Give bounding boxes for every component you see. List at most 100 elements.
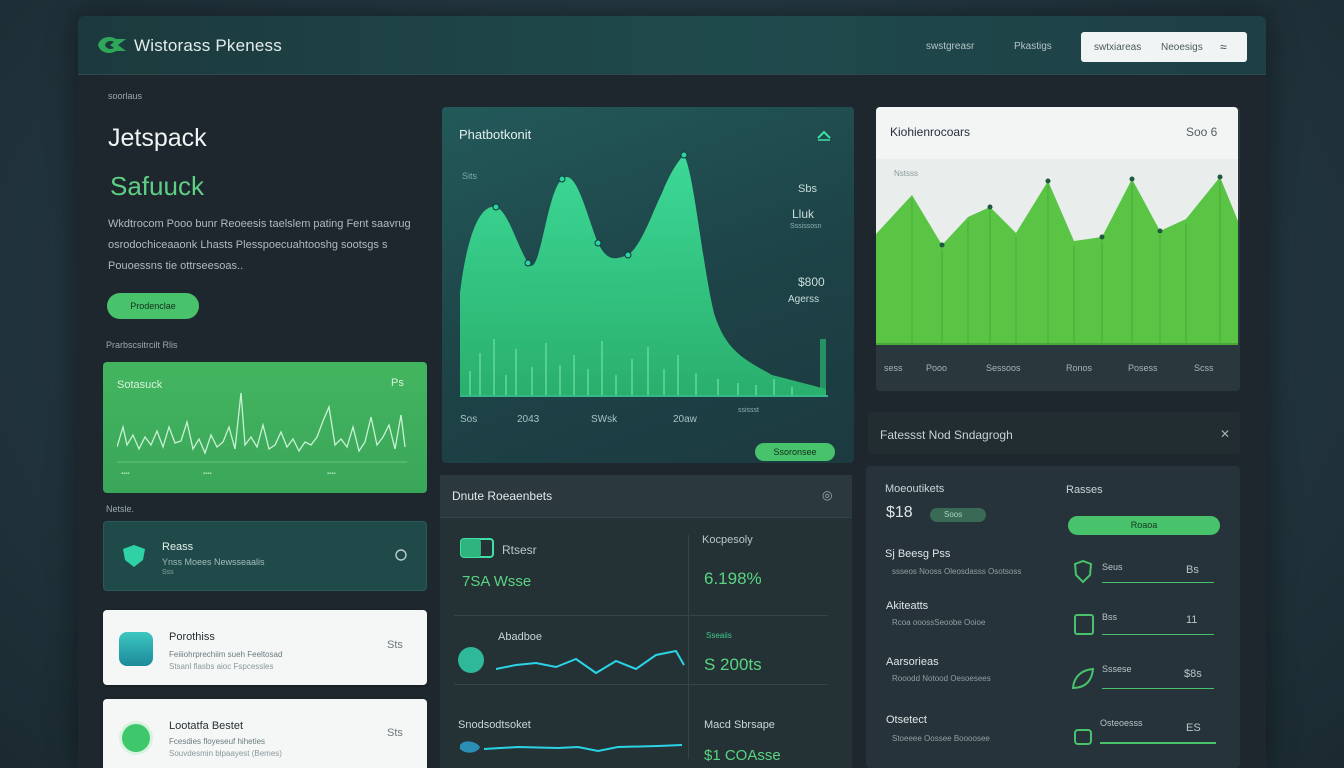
list-card-desc: Fcesdies floyeseuf hiheties <box>169 737 266 746</box>
row3-label: Snodsodtsoket <box>458 719 531 731</box>
bottom-right-col2-button[interactable]: Roaoa <box>1068 516 1220 535</box>
right-chart-x-label-3: Sessoos <box>986 363 1021 373</box>
main-chart-stat-3: Sssissosn <box>790 223 822 230</box>
main-area-chart <box>460 151 828 397</box>
sparkline-card[interactable]: Sotasuck Ps ▪▪▪▪ ▪▪▪▪ ▪▪▪▪ <box>103 362 427 493</box>
row1-value: 7SA Wsse <box>462 573 532 590</box>
main-chart-title: Phatbotkonit <box>459 127 532 142</box>
main-chart-card: Phatbotkonit Sits Sbs Lluk Sssissosn $80… <box>442 107 854 463</box>
bottom-right-row2-value: 11 <box>1186 614 1198 626</box>
bottom-right-row4-title: Otsetect <box>886 714 927 726</box>
bottom-right-row3-title: Aarsorieas <box>886 656 939 668</box>
row2-right-value: S 200ts <box>704 655 762 674</box>
hero-paragraph: Wkdtrocom Pooo bunr Reoeesis taelslem pa… <box>108 218 411 272</box>
bottom-mid-panel: Dnute Roeaenbets ◎ Rtsesr 7SA Wsse Kocpe… <box>440 475 852 768</box>
bottom-right-col1-pill-label: Soos <box>944 510 963 519</box>
bottom-right-row1-progress <box>1102 582 1214 583</box>
close-icon[interactable]: ✕ <box>1220 427 1231 441</box>
header-search-box[interactable]: swtxiareas Neoesigs ≈ <box>1081 32 1247 62</box>
right-mid-title: Fatessst Nod Sndagrogh <box>880 428 1013 442</box>
analytics-icon <box>458 647 484 673</box>
row2-label: Abadboe <box>498 631 543 643</box>
brand-logo-icon[interactable] <box>96 34 128 56</box>
leaf-icon <box>1071 667 1095 690</box>
row3-right-label: Macd Sbrsape <box>704 719 775 731</box>
list-card-desc2: Stsanl flasbs aioc Fspcessles <box>169 662 274 671</box>
row1-right-value: 6.198% <box>704 569 762 588</box>
hero-subtitle: Safuuck <box>110 171 204 201</box>
row2-sparkline <box>496 649 685 675</box>
row1-right-label: Kocpesoly <box>702 534 753 546</box>
main-chart-stat-6: ssissst <box>738 407 759 414</box>
lock-icon <box>1074 729 1092 745</box>
right-chart-title: Kiohienrocoars <box>890 125 971 139</box>
bottom-right-row3-value: $8s <box>1184 668 1202 680</box>
bottom-right-panel: Moeoutikets $18 Soos Rasses Roaoa Sj Bee… <box>866 466 1240 768</box>
column-divider <box>688 535 689 759</box>
chevron-up-icon[interactable] <box>816 129 832 141</box>
list-card-lootatfa[interactable]: Lootatfa Bestet Fcesdies floyeseuf hihet… <box>103 699 427 768</box>
teal-section-label: Netsle. <box>106 504 135 514</box>
bottom-right-row4-icon-label: Osteoesss <box>1100 718 1143 728</box>
bottom-right-row2-desc: Rcoa ooossSeoobe Ooioe <box>892 618 986 627</box>
right-chart-y-label: Nstsss <box>894 169 918 178</box>
right-chart-x-label-2: Pooo <box>926 363 948 373</box>
search-left-label: swtxiareas <box>1094 42 1142 53</box>
main-chart-stat-5: Agerss <box>788 294 820 305</box>
list-card-value: Sts <box>387 727 403 739</box>
bottom-right-row3-progress <box>1102 688 1214 689</box>
bottom-right-row2-title: Akiteatts <box>886 600 929 612</box>
right-chart-x-label-6: Scss <box>1194 363 1214 373</box>
bottom-right-col1-value: $18 <box>886 504 913 521</box>
right-chart-card: Kiohienrocoars Soo 6 Nstsss sess Pooo <box>876 107 1240 391</box>
list-card-title: Lootatfa Bestet <box>169 720 243 732</box>
refresh-icon[interactable] <box>394 548 408 562</box>
svg-text:▪▪▪▪: ▪▪▪▪ <box>203 471 212 477</box>
bottom-right-col1-pill: Soos <box>930 508 986 522</box>
nav-link-primary[interactable]: swstgreasr <box>926 41 975 52</box>
main-chart-stat-1: Sbs <box>798 183 817 195</box>
nav-link-secondary[interactable]: Pkastigs <box>1014 41 1052 52</box>
row2-right-label: Sseaiis <box>706 631 732 640</box>
right-chart-x-label-1: sess <box>884 363 903 373</box>
bottom-right-row4-value: ES <box>1186 722 1201 734</box>
search-options-icon[interactable]: ≈ <box>1220 40 1227 54</box>
sparkline-card-title: Sotasuck <box>117 379 163 391</box>
main-chart-x-label-1: Sos <box>460 414 478 425</box>
main-chart-stat-4: $800 <box>798 275 825 289</box>
hero-eyebrow: soorlaus <box>108 91 143 101</box>
bottom-right-row1-title: Sj Beesg Pss <box>885 548 951 560</box>
list-card-desc: Feiiiohrprechiim sueh Feeltosad <box>169 650 283 659</box>
bottom-right-col2-label: Rasses <box>1066 484 1103 496</box>
main-chart-x-label-3: SWsk <box>591 414 618 425</box>
sparkline-chart: ▪▪▪▪ ▪▪▪▪ ▪▪▪▪ <box>117 392 407 477</box>
brand-name[interactable]: Wistorass Pkeness <box>134 36 282 55</box>
main-chart-action-button[interactable]: Ssoronsee <box>755 443 835 461</box>
settings-icon[interactable]: ◎ <box>822 488 833 502</box>
top-navigation-bar: Wistorass Pkeness swstgreasr Pkastigs sw… <box>78 16 1266 75</box>
svg-text:▪▪▪▪: ▪▪▪▪ <box>327 471 336 477</box>
bottom-mid-panel-header: Dnute Roeaenbets ◎ <box>440 475 852 518</box>
hero-cta-button[interactable]: Prodenclae <box>107 293 199 319</box>
bottom-right-row2-icon-label: Bss <box>1102 612 1118 622</box>
teal-card-title: Reass <box>162 541 194 553</box>
right-chart-header: Kiohienrocoars Soo 6 <box>876 107 1238 159</box>
right-chart-value: Soo 6 <box>1186 125 1218 139</box>
clipboard-icon <box>1074 614 1094 635</box>
search-right-label: Neoesigs <box>1161 42 1203 53</box>
hero-title: Jetspack <box>108 124 207 152</box>
bottom-mid-title: Dnute Roeaenbets <box>452 489 553 503</box>
bottom-right-row1-desc: ssseos Nooss Oleosdasss Osotsoss <box>892 567 1022 576</box>
main-chart-y-label: Sits <box>462 171 478 181</box>
list-card-porothiss[interactable]: Porothiss Feiiiohrprechiim sueh Feeltosa… <box>103 610 427 685</box>
row1-icon-label: Rtsesr <box>502 543 537 557</box>
bottom-right-row4-progress <box>1100 742 1216 744</box>
main-chart-stat-2: Lluk <box>792 207 815 221</box>
svg-text:▪▪▪▪: ▪▪▪▪ <box>121 471 130 477</box>
bottom-right-row3-icon-label: Sssese <box>1102 664 1132 674</box>
row3-right-value: $1 COAsse <box>704 747 781 764</box>
sparkline-card-value: Ps <box>391 377 404 389</box>
main-chart-x-label-2: 2043 <box>517 414 540 425</box>
wallet-icon <box>460 538 494 558</box>
teal-info-card[interactable]: Reass Ynss Moees Newsseaalis Sss <box>103 521 427 591</box>
